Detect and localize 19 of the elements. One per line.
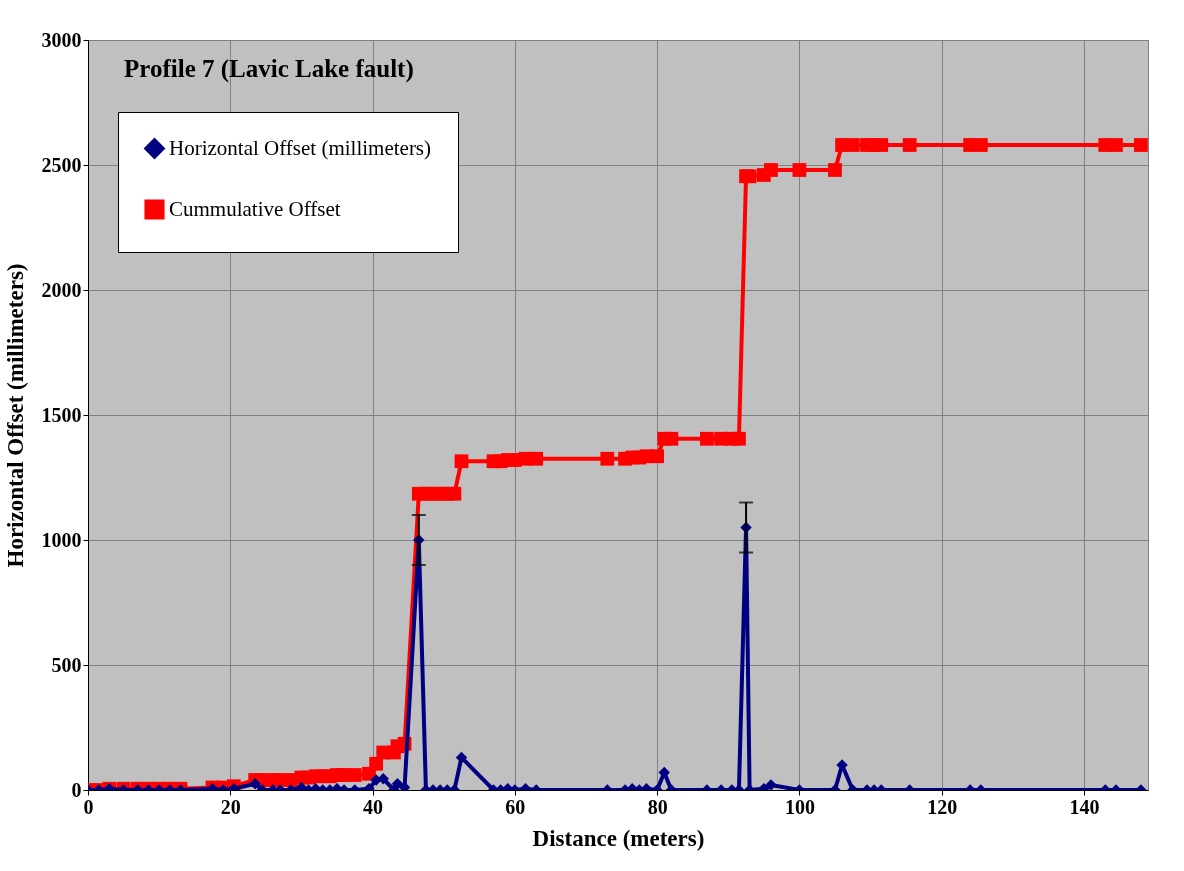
legend-label: Cummulative Offset (169, 196, 341, 221)
x-tick-label: 120 (927, 795, 958, 818)
x-tick-label: 40 (363, 795, 384, 818)
y-tick-label: 1000 (41, 528, 82, 551)
y-tick-label: 1500 (41, 403, 82, 426)
y-tick-label: 2500 (41, 153, 82, 176)
x-tick-label: 20 (220, 795, 241, 818)
y-tick-label: 2000 (41, 278, 82, 301)
y-tick-label: 500 (51, 653, 82, 676)
x-tick-label: 60 (505, 795, 526, 818)
x-tick-label: 100 (784, 795, 815, 818)
y-tick-label: 3000 (41, 28, 82, 51)
y-tick-label: 0 (71, 778, 82, 801)
x-tick-label: 140 (1069, 795, 1100, 818)
legend-label: Horizontal Offset (millimeters) (169, 135, 432, 160)
x-axis-title: Distance (meters) (532, 825, 705, 851)
x-tick-label: 80 (647, 795, 668, 818)
text: Profile 7 (Lavic Lake fault) (124, 55, 414, 83)
y-axis-title: Horizontal Offset (millimeters) (2, 263, 28, 568)
